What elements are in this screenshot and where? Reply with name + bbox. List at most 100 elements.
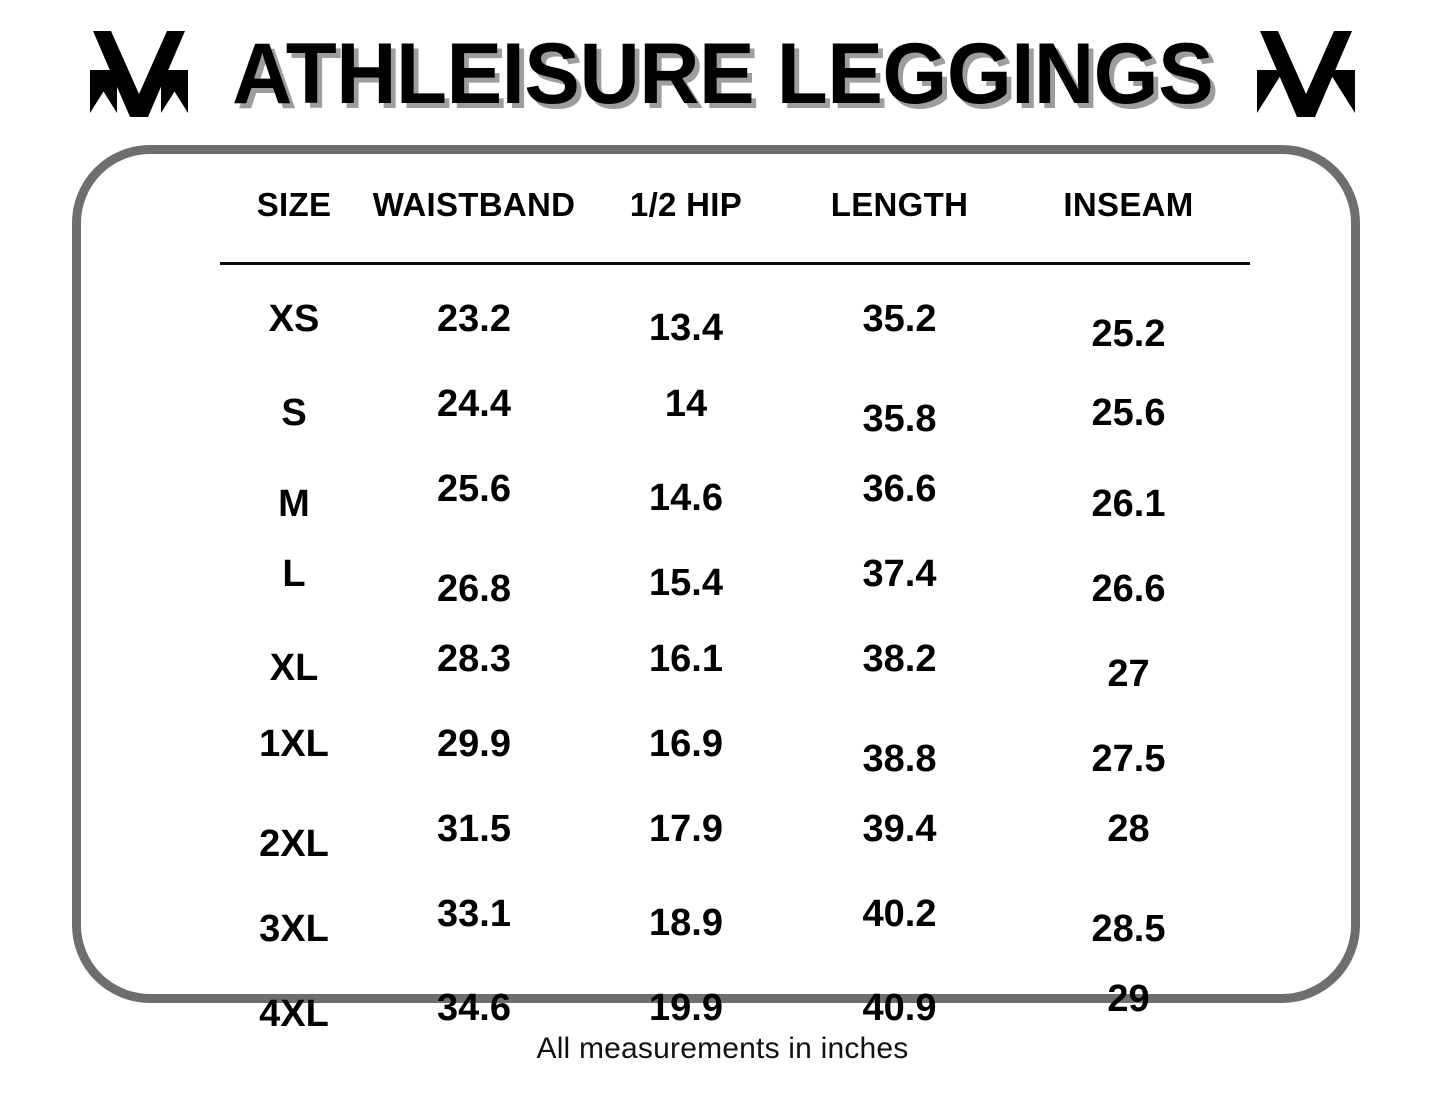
- cell-length: 40.9: [792, 964, 1007, 1049]
- cell-waistband: 29.9: [368, 709, 580, 794]
- cell-waistband: 33.1: [368, 879, 580, 964]
- cell-size: 3XL: [220, 879, 368, 964]
- cell-length: 38.2: [792, 624, 1007, 709]
- cell-size: XS: [220, 264, 368, 370]
- cell-waistband-value: 33.1: [437, 893, 511, 935]
- cell-size-value: 3XL: [259, 908, 329, 950]
- cell-waistband-value: 31.5: [437, 808, 511, 850]
- table-row: XS 23.2 13.4 35.2 25.2: [220, 264, 1250, 370]
- cell-length-value: 36.6: [862, 468, 937, 510]
- cell-size-value: 2XL: [259, 823, 329, 865]
- cell-length-value: 40.2: [862, 893, 937, 935]
- cell-half-hip: 13.4: [580, 264, 792, 370]
- cell-length-value: 38.8: [862, 738, 937, 780]
- cell-inseam: 27.5: [1007, 709, 1250, 794]
- cell-size: 1XL: [220, 709, 368, 794]
- cell-length-value: 40.9: [862, 987, 937, 1029]
- cell-length: 38.8: [792, 709, 1007, 794]
- cell-half-hip: 16.9: [580, 709, 792, 794]
- table-row: S 24.4 14 35.8 25.6: [220, 369, 1250, 454]
- cell-length-value: 39.4: [862, 808, 937, 850]
- cell-inseam-value: 29: [1107, 978, 1150, 1020]
- cell-waistband-value: 28.3: [437, 638, 511, 680]
- cell-inseam: 29: [1007, 964, 1250, 1049]
- cell-inseam-value: 26.1: [1091, 483, 1166, 525]
- table-row: L 26.8 15.4 37.4 26.6: [220, 539, 1250, 624]
- cell-length-value: 35.2: [862, 298, 937, 340]
- cell-half-hip: 14: [580, 369, 792, 454]
- cell-inseam-value: 27: [1107, 653, 1150, 695]
- cell-half-hip-value: 14: [664, 383, 708, 425]
- cell-size-value: L: [282, 553, 306, 595]
- cell-half-hip-value: 15.4: [649, 562, 723, 604]
- cell-size: L: [220, 539, 368, 624]
- cell-size: XL: [220, 624, 368, 709]
- table-row: 2XL 31.5 17.9 39.4 28: [220, 794, 1250, 879]
- cell-size-value: XL: [269, 647, 319, 689]
- cell-inseam-value: 27.5: [1091, 738, 1166, 780]
- cell-waistband-value: 29.9: [437, 723, 511, 765]
- column-header-half-hip: 1/2 HIP: [629, 186, 743, 223]
- table-row: 3XL 33.1 18.9 40.2 28.5: [220, 879, 1250, 964]
- cell-inseam-value: 28.5: [1091, 908, 1166, 950]
- cell-waistband-value: 25.6: [437, 468, 511, 510]
- cell-size: 4XL: [220, 964, 368, 1049]
- cell-waistband-value: 26.8: [437, 568, 511, 610]
- cell-waistband: 24.4: [368, 369, 580, 454]
- cell-half-hip-value: 13.4: [649, 307, 723, 349]
- cell-half-hip-value: 17.9: [649, 808, 723, 850]
- cell-waistband: 25.6: [368, 454, 580, 539]
- table-header: SIZE WAISTBAND 1/2 HIP LENGTH INSEAM: [220, 186, 1250, 264]
- table-body: XS 23.2 13.4 35.2 25.2 S 24.4 14 35.8 25…: [220, 264, 1250, 1050]
- cell-size: S: [220, 369, 368, 454]
- column-header-inseam: INSEAM: [1063, 186, 1194, 223]
- cell-size: 2XL: [220, 794, 368, 879]
- cell-inseam: 28: [1007, 794, 1250, 879]
- chart-header: ATHLEISURE LEGGINGS: [0, 18, 1445, 130]
- cell-length-value: 38.2: [862, 638, 937, 680]
- cell-length-value: 37.4: [862, 553, 937, 595]
- cell-length-value: 35.8: [862, 398, 937, 440]
- brand-logo-m-mark-right: [1254, 28, 1358, 120]
- cell-length: 40.2: [792, 879, 1007, 964]
- cell-size: M: [220, 454, 368, 539]
- cell-waistband-value: 34.6: [437, 987, 511, 1029]
- cell-inseam: 26.1: [1007, 454, 1250, 539]
- cell-waistband: 26.8: [368, 539, 580, 624]
- cell-waistband: 28.3: [368, 624, 580, 709]
- cell-half-hip-value: 16.9: [649, 723, 723, 765]
- cell-length: 35.8: [792, 369, 1007, 454]
- cell-size-value: 4XL: [259, 993, 329, 1035]
- cell-length: 37.4: [792, 539, 1007, 624]
- table-row: XL 28.3 16.1 38.2 27: [220, 624, 1250, 709]
- cell-length: 35.2: [792, 264, 1007, 370]
- table-row: 4XL 34.6 19.9 40.9 29: [220, 964, 1250, 1049]
- table-header-row: SIZE WAISTBAND 1/2 HIP LENGTH INSEAM: [220, 186, 1250, 264]
- cell-size-value: M: [278, 483, 310, 525]
- cell-inseam-value: 25.2: [1091, 313, 1166, 355]
- cell-waistband: 23.2: [368, 264, 580, 370]
- table-frame-border: [72, 145, 1360, 1003]
- cell-half-hip-value: 14.6: [649, 477, 723, 519]
- cell-size-value: XS: [268, 298, 320, 340]
- cell-half-hip: 16.1: [580, 624, 792, 709]
- cell-size-value: 1XL: [259, 723, 329, 765]
- cell-inseam-value: 25.6: [1091, 392, 1166, 434]
- cell-inseam: 25.2: [1007, 264, 1250, 370]
- column-header-length: LENGTH: [830, 186, 969, 223]
- cell-waistband: 31.5: [368, 794, 580, 879]
- cell-waistband-value: 24.4: [437, 383, 511, 425]
- cell-half-hip: 15.4: [580, 539, 792, 624]
- cell-half-hip: 18.9: [580, 879, 792, 964]
- page-title: ATHLEISURE LEGGINGS: [231, 26, 1214, 122]
- cell-half-hip-value: 16.1: [649, 638, 723, 680]
- cell-inseam: 26.6: [1007, 539, 1250, 624]
- table-row: 1XL 29.9 16.9 38.8 27.5: [220, 709, 1250, 794]
- cell-inseam: 28.5: [1007, 879, 1250, 964]
- cell-half-hip: 17.9: [580, 794, 792, 879]
- column-header-size: SIZE: [256, 186, 332, 223]
- cell-size-value: S: [281, 392, 307, 434]
- cell-inseam: 27: [1007, 624, 1250, 709]
- cell-inseam-value: 28: [1107, 808, 1150, 850]
